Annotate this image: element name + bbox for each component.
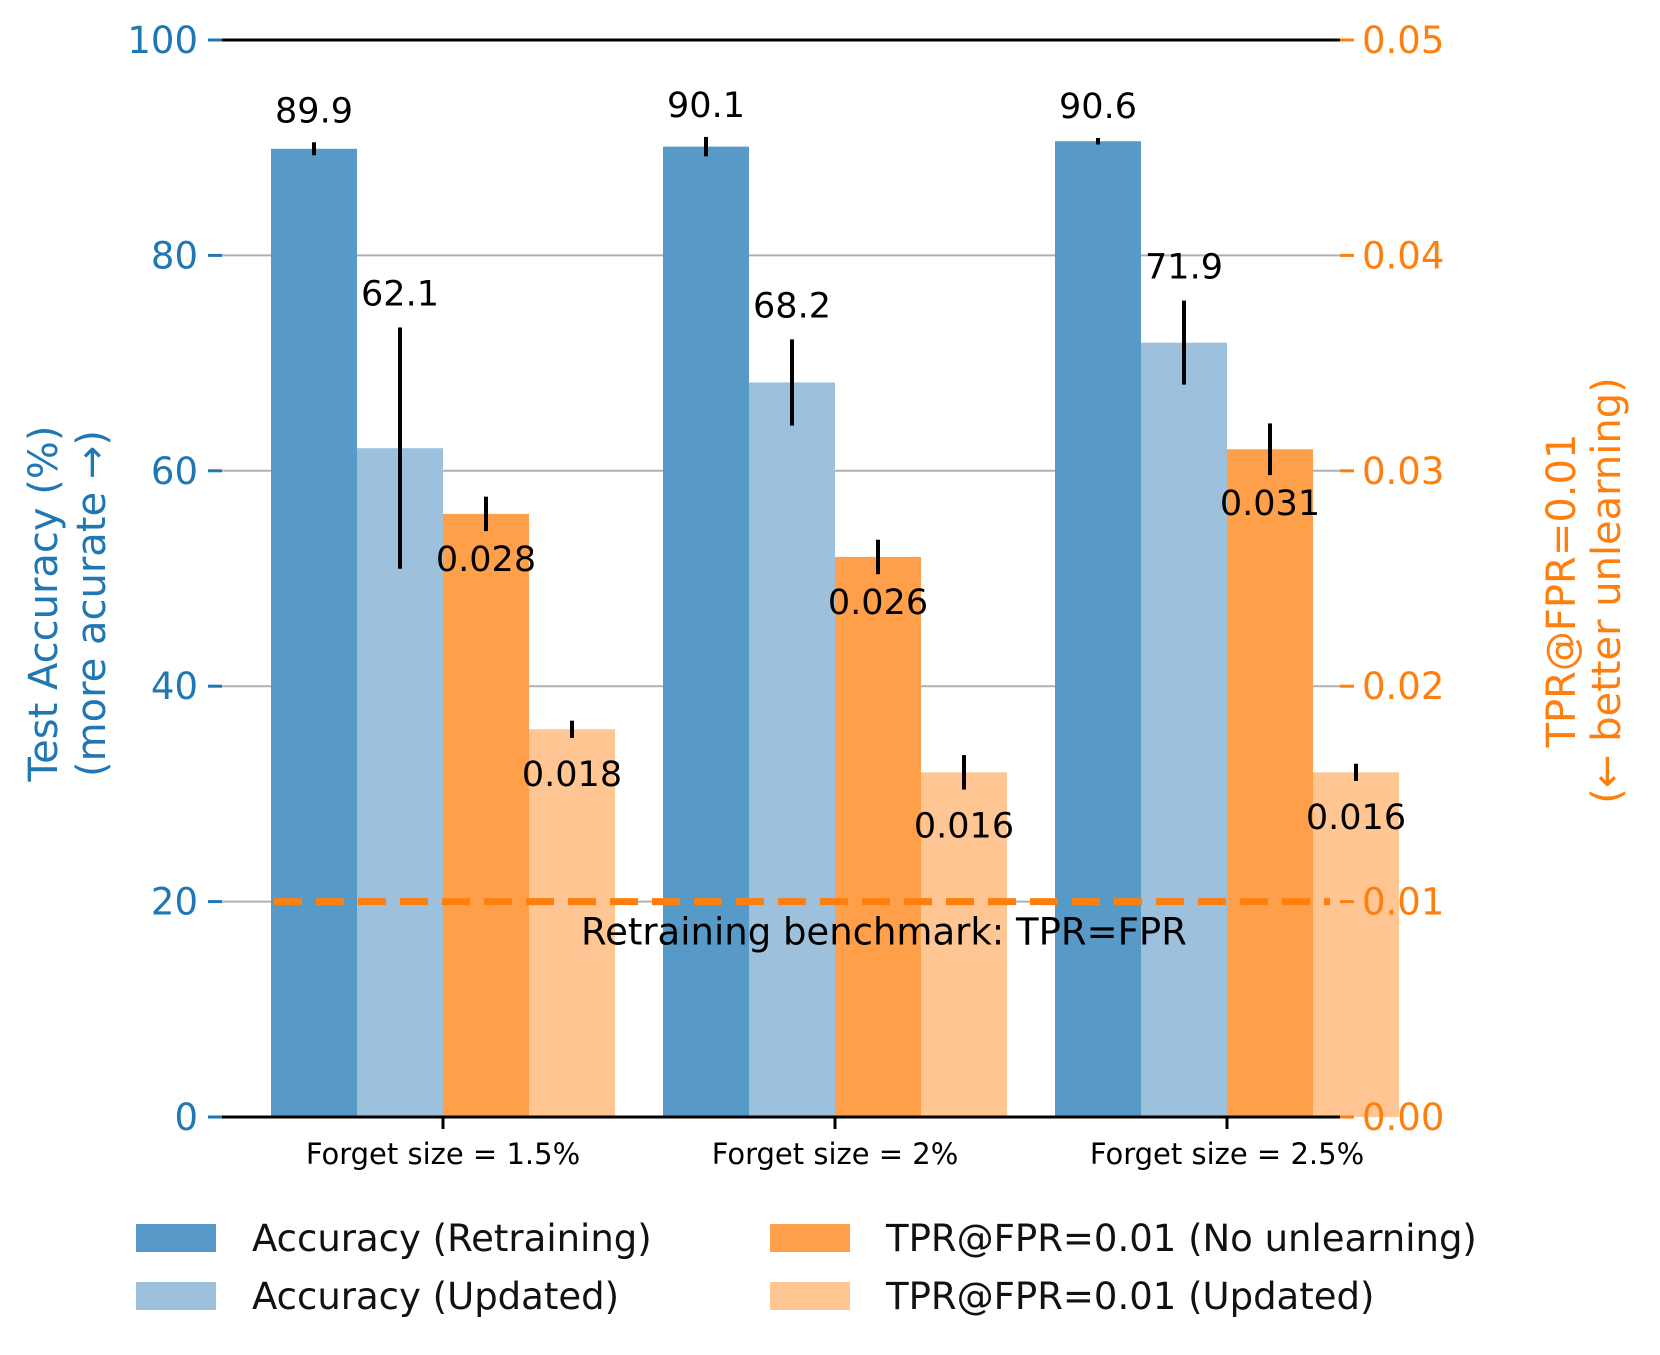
chart: Retraining benchmark: TPR=FPR 89.9 90.1 90.… [21, 19, 1630, 1171]
bar [1313, 772, 1399, 1117]
legend-swatch-tpr-no-unlearning [770, 1224, 850, 1252]
legend-item-accuracy-retraining: Accuracy (Retraining) [136, 1212, 652, 1264]
value-label: 68.2 [753, 286, 831, 326]
legend-label-accuracy-updated: Accuracy (Updated) [252, 1274, 620, 1318]
x-tick-label: Forget size = 2% [712, 1137, 959, 1171]
left-tick-label: 0 [174, 1096, 198, 1139]
bar [921, 772, 1007, 1117]
legend-item-tpr-no-unlearning: TPR@FPR=0.01 (No unlearning) [770, 1212, 1477, 1264]
bar [271, 148, 357, 1118]
value-label: 89.9 [275, 91, 353, 131]
legend-label-tpr-no-unlearning: TPR@FPR=0.01 (No unlearning) [886, 1216, 1477, 1260]
x-tick-label: Forget size = 2.5% [1090, 1137, 1364, 1171]
bar [443, 513, 529, 1117]
value-label: 62.1 [361, 275, 439, 315]
left-axis-label-line2: (more acurate →) [69, 430, 115, 777]
legend-item-tpr-updated: TPR@FPR=0.01 (Updated) [770, 1270, 1374, 1322]
legend-item-accuracy-updated: Accuracy (Updated) [136, 1270, 619, 1322]
bar [749, 382, 835, 1118]
bar [1227, 449, 1313, 1117]
left-tick-label: 60 [151, 450, 198, 493]
value-label: 0.016 [914, 807, 1014, 847]
legend: Accuracy (Retraining) Accuracy (Updated)… [130, 1212, 1580, 1342]
bar [835, 556, 921, 1117]
value-label: 90.1 [667, 86, 745, 126]
right-axis-label: TPR@FPR=0.01 [1539, 434, 1585, 749]
left-tick-label: 40 [151, 665, 198, 708]
right-tick-label: 0.02 [1362, 665, 1444, 708]
left-tick-label: 20 [151, 881, 198, 924]
bar [1141, 342, 1227, 1118]
value-label: 0.028 [436, 540, 536, 580]
reference-line-label: Retraining benchmark: TPR=FPR [581, 911, 1187, 954]
right-axis-label-line2: (← better unlearning) [1584, 377, 1630, 803]
value-label: 90.6 [1059, 87, 1137, 127]
left-axis-label: Test Accuracy (%) [21, 425, 67, 782]
legend-swatch-accuracy-updated [136, 1282, 216, 1310]
legend-label-accuracy-retraining: Accuracy (Retraining) [252, 1216, 652, 1260]
value-label: 0.018 [522, 755, 622, 795]
right-tick-label: 0.04 [1362, 234, 1444, 277]
value-label: 0.026 [828, 583, 928, 623]
legend-swatch-tpr-updated [770, 1282, 850, 1310]
value-label: 71.9 [1145, 248, 1223, 288]
legend-label-tpr-updated: TPR@FPR=0.01 (Updated) [886, 1274, 1375, 1318]
bar [1055, 141, 1141, 1117]
bar [663, 146, 749, 1118]
left-tick-label: 80 [151, 234, 198, 277]
left-tick-label: 100 [127, 19, 198, 62]
right-tick-label: 0.05 [1362, 19, 1444, 62]
value-label: 0.031 [1220, 484, 1320, 524]
x-tick-label: Forget size = 1.5% [306, 1137, 580, 1171]
value-label: 0.016 [1306, 798, 1406, 838]
right-tick-label: 0.03 [1362, 450, 1444, 493]
right-tick-label: 0.00 [1362, 1096, 1444, 1139]
right-tick-label: 0.01 [1362, 881, 1444, 924]
bar [529, 729, 615, 1117]
legend-swatch-accuracy-retraining [136, 1224, 216, 1252]
